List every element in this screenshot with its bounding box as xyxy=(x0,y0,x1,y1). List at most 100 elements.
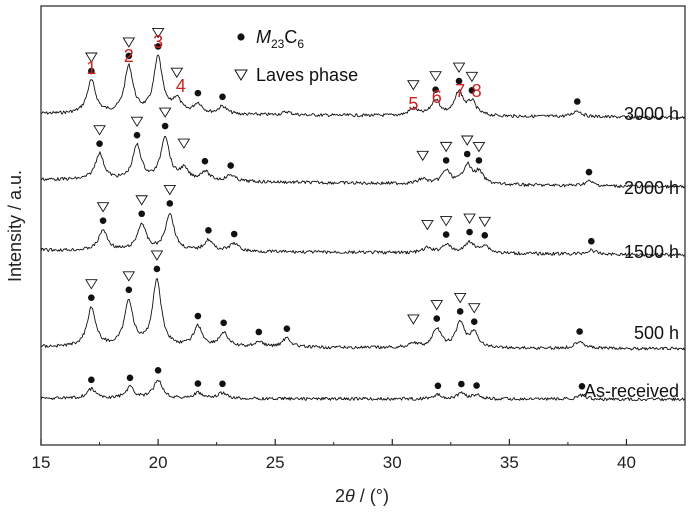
peak-numbers: 1 23 4 5 6 7 8 xyxy=(86,32,481,114)
phase-markers xyxy=(85,28,595,390)
laves-marker xyxy=(439,216,453,227)
legend-laves-label: Laves phase xyxy=(256,65,358,85)
carbide-marker xyxy=(434,382,442,390)
x-axis-label-theta: θ xyxy=(345,486,355,506)
carbide-marker xyxy=(133,131,141,139)
x-axis-ticks: 15 20 25 30 35 40 xyxy=(32,439,636,472)
series-label: 3000 h xyxy=(624,104,679,124)
carbide-marker xyxy=(255,328,263,336)
carbide-marker xyxy=(126,374,134,382)
peak-number-label: 7 xyxy=(455,81,465,101)
laves-marker xyxy=(122,271,136,282)
laves-marker xyxy=(85,279,98,290)
carbide-marker xyxy=(468,87,476,94)
carbide-marker xyxy=(463,150,471,158)
x-axis-label-num: 2 xyxy=(335,486,345,506)
series-trace xyxy=(40,54,685,120)
carbide-marker xyxy=(455,77,463,85)
laves-marker xyxy=(150,250,164,261)
carbide-marker xyxy=(96,140,103,147)
laves-marker xyxy=(135,195,149,206)
series-label: 1500 h xyxy=(624,242,679,262)
legend-laves-marker xyxy=(234,69,248,81)
peak-number-label: 5 xyxy=(408,94,418,114)
laves-marker xyxy=(407,314,420,325)
carbide-marker xyxy=(99,217,107,224)
x-tick-label: 35 xyxy=(500,453,519,472)
carbide-marker xyxy=(138,210,145,218)
laves-marker xyxy=(130,116,144,128)
peak-number-label: 1 xyxy=(86,58,96,78)
carbide-marker xyxy=(456,308,464,315)
carbide-marker xyxy=(154,43,162,50)
carbide-marker xyxy=(475,157,483,164)
peak-number-label: 4 xyxy=(176,76,186,96)
peak-number-label: 6 xyxy=(432,87,442,107)
legend-carbide-marker xyxy=(237,33,245,41)
carbide-marker xyxy=(442,231,450,238)
carbide-marker xyxy=(433,315,441,322)
series-label: As-received xyxy=(584,381,679,401)
carbide-marker xyxy=(585,168,593,176)
carbide-marker xyxy=(153,265,161,273)
laves-marker xyxy=(416,150,430,162)
series-label: 500 h xyxy=(634,323,679,343)
carbide-marker xyxy=(194,89,202,97)
carbide-marker xyxy=(442,157,450,164)
carbide-marker xyxy=(283,325,291,332)
laves-marker xyxy=(463,213,476,224)
series-label: 2000 h xyxy=(624,178,679,198)
carbide-marker xyxy=(194,312,202,320)
carbide-marker xyxy=(470,318,478,325)
carbide-marker xyxy=(88,376,95,384)
laves-marker xyxy=(96,202,110,213)
laves-marker xyxy=(93,125,106,136)
x-tick-label: 30 xyxy=(383,453,402,472)
carbide-marker xyxy=(194,380,202,387)
laves-marker xyxy=(478,216,492,228)
laves-marker xyxy=(170,67,184,79)
carbide-marker xyxy=(473,382,480,389)
series-trace xyxy=(40,213,685,257)
plot-frame xyxy=(40,5,686,446)
carbide-marker xyxy=(125,52,133,60)
legend: M23C6 Laves phase xyxy=(234,27,358,85)
laves-marker xyxy=(467,303,481,314)
carbide-marker xyxy=(161,122,169,130)
series-trace xyxy=(40,277,685,351)
laves-marker xyxy=(453,293,467,304)
carbide-marker xyxy=(166,200,174,207)
carbide-marker xyxy=(578,382,586,390)
peak-number-label: 8 xyxy=(472,81,482,101)
x-axis-label-unit: / (°) xyxy=(355,486,389,506)
carbide-marker xyxy=(458,380,465,388)
carbide-marker xyxy=(88,67,95,75)
series-trace xyxy=(40,379,685,402)
y-axis-label: Intensity / a.u. xyxy=(5,170,25,282)
laves-marker xyxy=(472,142,486,153)
carbide-marker xyxy=(219,380,226,388)
laves-marker xyxy=(151,28,165,39)
peak-number-label: 3 xyxy=(153,32,163,52)
carbide-marker xyxy=(154,367,162,374)
carbide-marker xyxy=(230,230,238,238)
x-tick-label: 20 xyxy=(149,453,168,472)
peak-number-label: 2 xyxy=(124,46,134,66)
carbide-marker xyxy=(588,237,595,245)
series-traces xyxy=(40,54,685,402)
laves-marker xyxy=(452,62,466,73)
laves-marker xyxy=(465,71,479,83)
x-axis-label: 2θ / (°) xyxy=(335,486,389,506)
carbide-marker xyxy=(205,227,212,234)
laves-marker xyxy=(122,37,136,48)
laves-marker xyxy=(177,138,191,149)
laves-marker xyxy=(421,220,434,231)
series-trace xyxy=(40,136,685,189)
laves-marker xyxy=(429,71,442,82)
laves-marker xyxy=(460,135,474,146)
laves-marker xyxy=(439,141,453,153)
series-labels: 3000 h 2000 h 1500 h 500 h As-received xyxy=(584,104,679,401)
laves-marker xyxy=(163,185,177,196)
carbide-marker xyxy=(220,319,227,327)
